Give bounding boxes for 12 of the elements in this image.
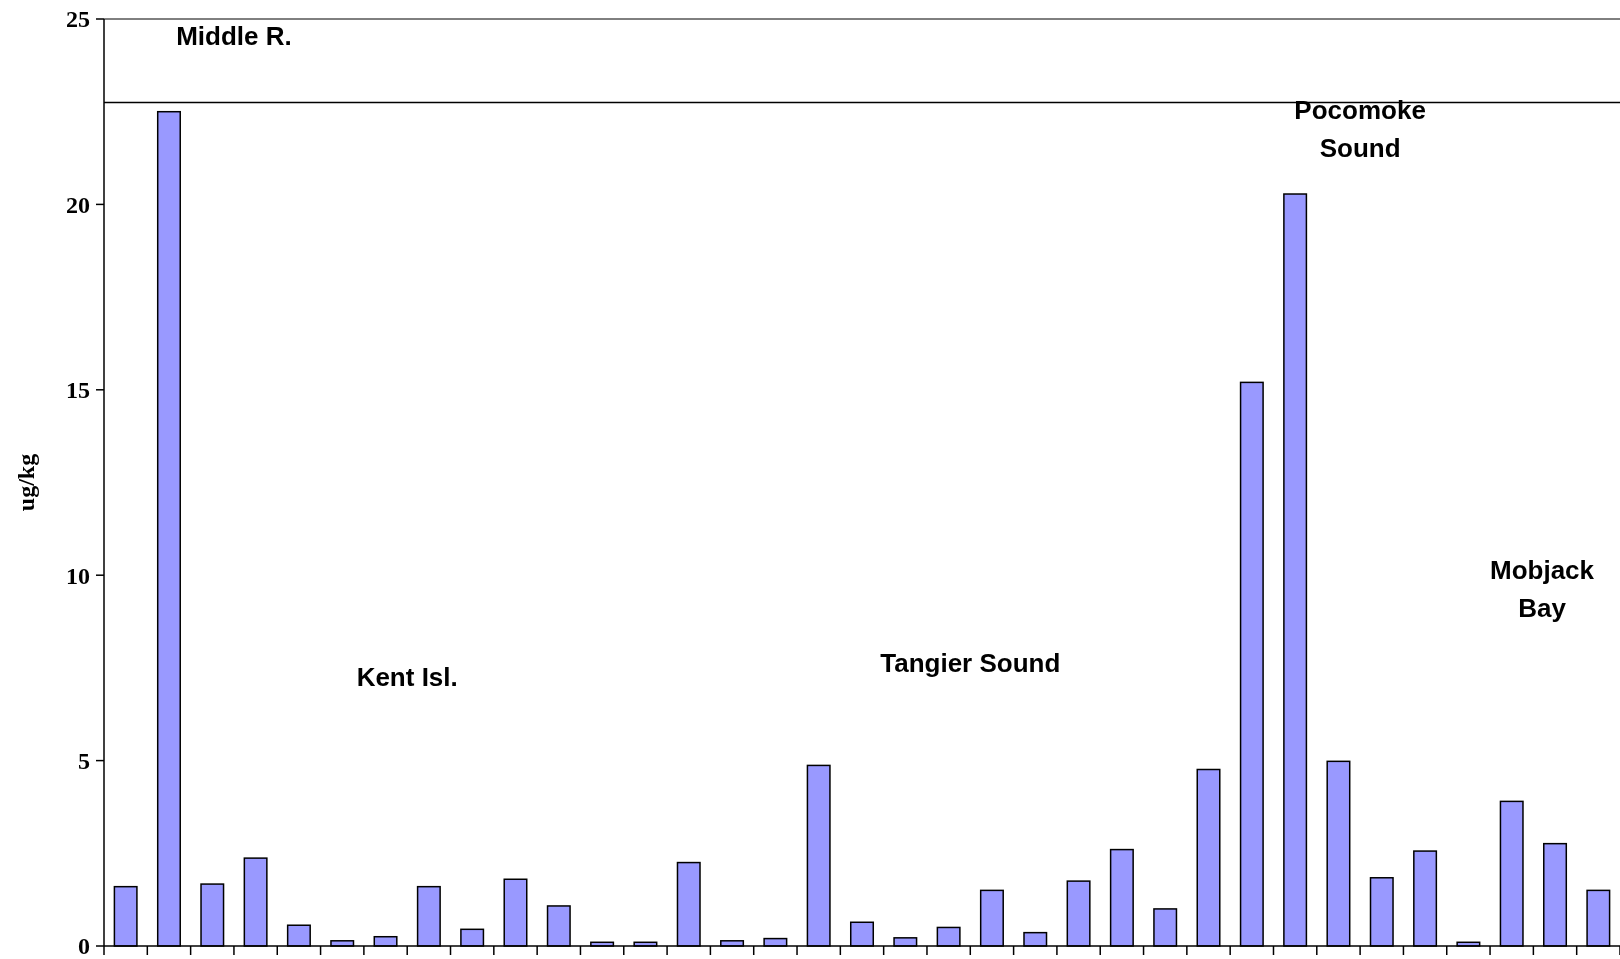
annotation: Pocomoke Sound xyxy=(1294,95,1426,163)
y-tick-label: 0 xyxy=(78,933,90,959)
y-tick-label: 10 xyxy=(66,562,90,589)
y-tick-label: 20 xyxy=(66,191,90,218)
y-tick-label: 5 xyxy=(78,748,90,774)
y-tick-label: 15 xyxy=(66,377,90,404)
annotation: Tangier Sound xyxy=(880,647,1061,678)
y-axis-title: ug/kg xyxy=(13,453,39,512)
annotation: Middle R. xyxy=(176,20,292,51)
annotation: Kent Isl. xyxy=(356,662,458,693)
y-tick-label: 25 xyxy=(66,6,90,33)
annotation: Mobjack Bay xyxy=(1490,554,1595,623)
